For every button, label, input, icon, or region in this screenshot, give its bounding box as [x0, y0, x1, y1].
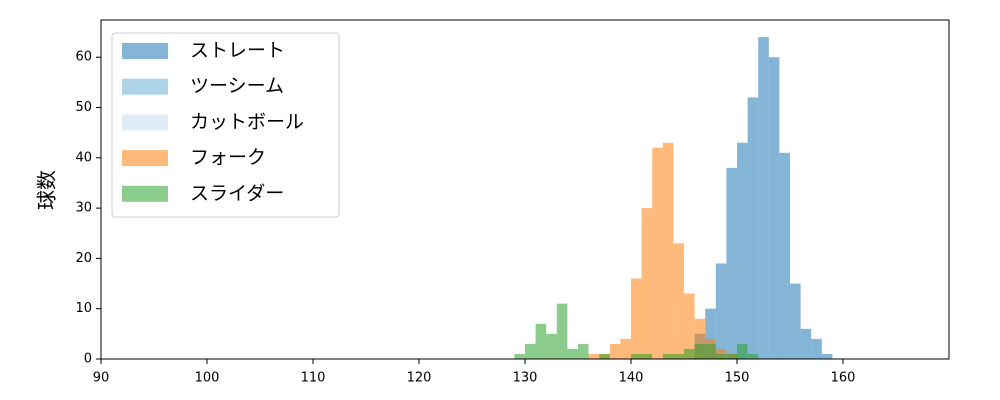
bar — [768, 57, 780, 360]
legend-swatch — [122, 43, 168, 59]
bar — [684, 348, 695, 359]
y-axis-label: 球数 — [35, 170, 59, 210]
bar — [609, 343, 621, 359]
x-tick-label: 90 — [93, 371, 110, 386]
legend-box — [111, 32, 340, 218]
legend-swatch — [122, 78, 168, 95]
y-tick-label: 20 — [75, 251, 92, 266]
bar — [790, 283, 801, 359]
bar — [821, 353, 833, 359]
legend-swatch — [122, 185, 168, 202]
x-tick-label: 100 — [195, 371, 220, 386]
bar — [737, 142, 748, 359]
bar — [673, 243, 684, 359]
bar — [620, 338, 631, 359]
bar — [631, 278, 642, 359]
bar — [705, 308, 716, 359]
bar — [758, 37, 769, 359]
x-tick-label: 150 — [725, 371, 750, 386]
legend-label: ツーシーム — [190, 75, 284, 97]
y-tick-label: 40 — [75, 150, 92, 165]
bar — [811, 338, 822, 359]
bar — [652, 147, 663, 359]
bar — [525, 343, 536, 359]
legend-label: フォーク — [190, 147, 266, 169]
bar — [747, 97, 759, 359]
bar — [726, 167, 737, 359]
bar — [514, 353, 525, 359]
bar — [715, 263, 727, 359]
bar — [599, 353, 610, 359]
bar — [631, 353, 642, 359]
bar — [662, 353, 674, 359]
legend-label: カットボール — [190, 111, 304, 133]
x-tick-label: 110 — [301, 371, 326, 386]
bar — [556, 303, 568, 359]
y-tick-label: 10 — [75, 301, 92, 316]
bar — [779, 152, 790, 359]
bar — [726, 353, 737, 359]
bar — [641, 208, 653, 359]
bar — [694, 318, 706, 359]
bar — [705, 343, 716, 359]
bar — [546, 333, 557, 359]
bar — [535, 323, 547, 359]
bar — [578, 343, 589, 359]
bar — [662, 142, 674, 359]
x-tick-label: 130 — [513, 371, 538, 386]
bar — [747, 353, 759, 359]
legend-label: ストレート — [190, 40, 285, 62]
y-tick-label: 60 — [75, 50, 92, 65]
bar — [567, 348, 578, 359]
y-tick-label: 0 — [84, 352, 92, 367]
x-tick-label: 120 — [407, 371, 432, 386]
y-tick-label: 30 — [75, 201, 92, 216]
bar — [684, 293, 695, 359]
legend-swatch — [122, 114, 168, 131]
x-tick-label: 160 — [831, 371, 856, 386]
legend-swatch — [122, 150, 168, 167]
bar — [673, 353, 684, 359]
legend-label: スライダー — [190, 182, 284, 204]
bar — [641, 353, 653, 359]
x-tick-label: 140 — [619, 371, 644, 386]
bar — [694, 343, 706, 359]
bar — [800, 328, 812, 359]
bar — [715, 353, 727, 359]
y-tick-label: 50 — [75, 100, 92, 115]
bar — [737, 343, 748, 359]
bar — [588, 353, 600, 359]
